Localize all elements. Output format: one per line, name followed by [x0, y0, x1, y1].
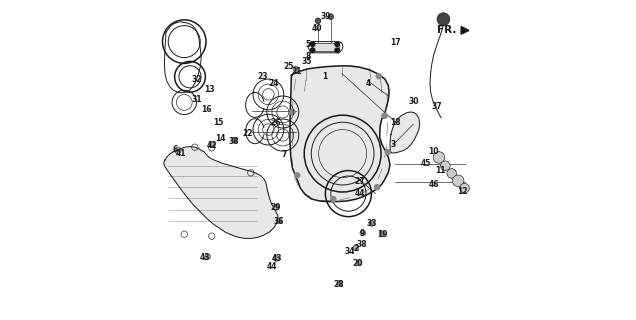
Text: 25: 25 — [284, 62, 294, 71]
Circle shape — [382, 113, 387, 118]
Circle shape — [452, 175, 464, 187]
Text: 38: 38 — [229, 137, 240, 146]
Polygon shape — [163, 147, 278, 238]
Circle shape — [209, 142, 215, 148]
Circle shape — [290, 109, 295, 115]
Text: 7: 7 — [282, 150, 287, 159]
Text: 21: 21 — [291, 67, 301, 76]
Polygon shape — [290, 66, 390, 202]
Text: 16: 16 — [202, 105, 212, 114]
Text: 5: 5 — [305, 40, 310, 49]
Text: 19: 19 — [377, 230, 387, 239]
Circle shape — [385, 149, 391, 155]
Circle shape — [310, 42, 315, 46]
Text: 46: 46 — [429, 180, 439, 189]
Text: 10: 10 — [429, 147, 439, 156]
Text: 18: 18 — [390, 118, 401, 127]
Polygon shape — [312, 43, 339, 51]
Text: 27: 27 — [354, 177, 365, 186]
Text: 35: 35 — [301, 57, 312, 66]
Text: 31: 31 — [192, 95, 202, 104]
Text: 9: 9 — [359, 229, 365, 238]
Text: 44: 44 — [266, 262, 277, 271]
Text: 34: 34 — [344, 247, 355, 256]
Text: 15: 15 — [214, 118, 224, 127]
Circle shape — [294, 173, 300, 178]
Text: 29: 29 — [270, 203, 281, 212]
Circle shape — [335, 48, 340, 52]
Text: 30: 30 — [408, 97, 418, 106]
Polygon shape — [390, 112, 420, 153]
Text: 8: 8 — [305, 52, 310, 61]
Text: 23: 23 — [258, 72, 268, 81]
Text: 20: 20 — [353, 260, 363, 268]
Text: 38: 38 — [357, 240, 368, 249]
Circle shape — [447, 169, 457, 178]
Text: 13: 13 — [205, 85, 215, 94]
Text: 43: 43 — [272, 254, 282, 263]
Circle shape — [441, 161, 450, 171]
Text: 14: 14 — [215, 134, 226, 143]
Text: 6: 6 — [172, 145, 177, 154]
Text: 40: 40 — [312, 24, 322, 33]
Circle shape — [232, 137, 237, 143]
Text: 24: 24 — [268, 79, 279, 88]
Text: 12: 12 — [457, 188, 468, 196]
Circle shape — [353, 245, 359, 251]
Text: 39: 39 — [321, 12, 331, 21]
Circle shape — [331, 196, 336, 202]
Circle shape — [433, 152, 445, 163]
Circle shape — [315, 18, 321, 24]
Circle shape — [276, 218, 282, 224]
Circle shape — [377, 74, 382, 79]
Circle shape — [310, 48, 315, 52]
Circle shape — [273, 204, 279, 210]
Circle shape — [437, 13, 450, 26]
Text: 1: 1 — [322, 72, 327, 81]
Circle shape — [356, 260, 362, 265]
Text: 17: 17 — [390, 38, 401, 47]
Circle shape — [205, 254, 211, 260]
Text: 43: 43 — [200, 253, 211, 262]
Circle shape — [360, 230, 366, 236]
Circle shape — [335, 42, 340, 46]
Text: 45: 45 — [421, 159, 431, 168]
Circle shape — [293, 66, 298, 71]
Text: 26: 26 — [270, 118, 281, 127]
Text: 2: 2 — [353, 244, 358, 253]
Text: 33: 33 — [366, 220, 377, 228]
Text: 36: 36 — [273, 217, 284, 226]
Text: 32: 32 — [192, 75, 202, 84]
Circle shape — [375, 185, 380, 190]
Text: 22: 22 — [242, 129, 253, 138]
Text: 37: 37 — [431, 102, 442, 111]
Circle shape — [273, 256, 279, 261]
Circle shape — [460, 183, 469, 193]
Text: 44: 44 — [355, 189, 366, 198]
Text: FR.: FR. — [437, 25, 456, 36]
Text: 3: 3 — [391, 140, 396, 149]
Text: 11: 11 — [435, 166, 445, 175]
Text: 28: 28 — [333, 280, 344, 289]
Text: 41: 41 — [176, 149, 186, 158]
Text: 4: 4 — [366, 79, 371, 88]
Circle shape — [328, 14, 334, 20]
Circle shape — [369, 220, 375, 226]
Circle shape — [379, 231, 385, 236]
Text: 42: 42 — [207, 141, 218, 150]
Circle shape — [337, 280, 343, 286]
